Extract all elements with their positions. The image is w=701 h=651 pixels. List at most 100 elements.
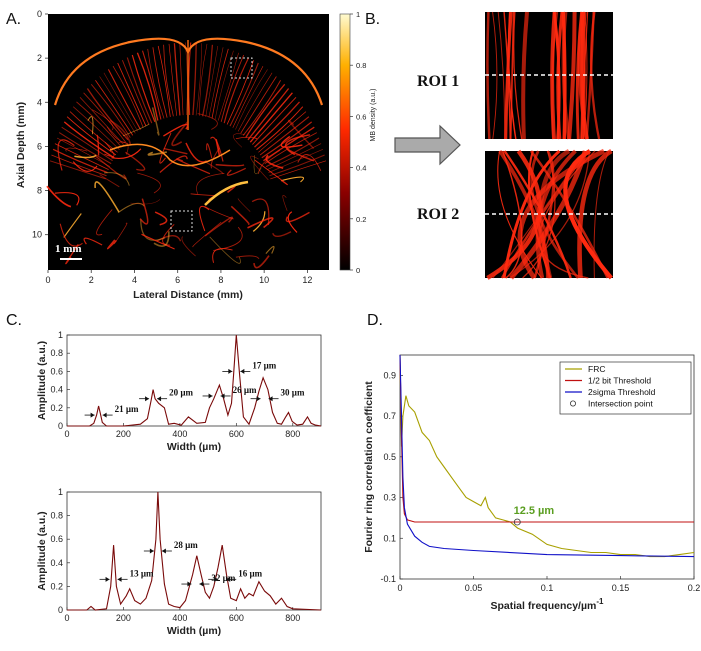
x-axis-label: Width (µm) <box>167 441 221 453</box>
width-annotation: 26 µm <box>233 385 257 395</box>
a-xtick-label: 10 <box>259 275 269 285</box>
frc-y-tick-label: 0.3 <box>383 493 396 503</box>
profile-series-line <box>67 334 322 427</box>
brain-density-map: 1 mm <box>46 14 329 270</box>
frc-legend <box>559 361 692 415</box>
legend-marker <box>570 400 577 407</box>
roi1-zoom-image <box>485 11 613 140</box>
width-arrowhead-left <box>187 581 192 587</box>
a-ytick-label: 4 <box>37 97 42 107</box>
scale-bar-label: 1 mm <box>55 243 82 255</box>
width-arrowhead-left <box>208 393 213 399</box>
a-xtick-label: 2 <box>89 275 94 285</box>
profile-chart-roi2: 0 200 400 600 800 0 0.2 0.4 0.6 0.8 1 Width (µm) Amp… <box>36 487 322 637</box>
legend-entry: 1/2 bit Threshold <box>588 376 651 386</box>
x-tick-label: 200 <box>116 613 131 623</box>
width-arrowhead-right <box>268 396 273 402</box>
y-tick-label: 0.6 <box>50 366 63 376</box>
y-tick-label: 0.2 <box>50 581 63 591</box>
width-annotation: 32 µm <box>211 573 235 583</box>
frc-x-tick-label: 0.15 <box>612 583 630 593</box>
panel-d-label: D. <box>367 312 383 329</box>
y-tick-label: 1 <box>58 487 63 497</box>
frc-chart: 0 0.05 0.1 0.15 0.2 -0.1 0.1 0.3 0.5 0.7 0.9 Spatia… <box>363 354 700 612</box>
two-sigma-threshold-line <box>399 354 695 558</box>
width-arrowhead-right <box>220 393 225 399</box>
width-arrowhead-left <box>149 548 154 554</box>
frc-y-tick-label: 0.7 <box>383 411 396 421</box>
intersection-point-marker <box>513 518 521 526</box>
width-arrowhead-left <box>105 576 110 582</box>
x-tick-label: 600 <box>229 429 244 439</box>
profile-chart-roi1: 0 200 400 600 800 0 0.2 0.4 0.6 0.8 1 Width (µm) Amp… <box>36 330 322 453</box>
colorbar-tick-label: 0.6 <box>356 112 366 121</box>
panel-a-xlabel: Lateral Distance (mm) <box>133 289 243 301</box>
frc-x-tick-label: 0.1 <box>541 583 554 593</box>
legend-entry: FRC <box>588 364 605 374</box>
frc-x-tick-label: 0 <box>397 583 402 593</box>
frc-series-line <box>399 354 695 558</box>
x-tick-label: 800 <box>285 429 300 439</box>
x-tick-label: 600 <box>229 613 244 623</box>
width-arrowhead-left <box>256 396 261 402</box>
x-tick-label: 400 <box>172 613 187 623</box>
width-arrowhead-right <box>117 576 122 582</box>
x-tick-label: 400 <box>172 429 187 439</box>
right-arrow-icon <box>394 124 461 166</box>
width-annotation: 28 µm <box>174 540 198 550</box>
width-annotation: 20 µm <box>169 388 193 398</box>
y-tick-label: 0.6 <box>50 534 63 544</box>
frc-y-tick-label: -0.1 <box>380 574 396 584</box>
y-tick-label: 0 <box>58 421 63 431</box>
width-arrowhead-left <box>214 576 219 582</box>
colorbar-label: MB density (a.u.) <box>370 89 377 142</box>
a-xtick-label: 0 <box>45 275 50 285</box>
y-tick-label: 0.4 <box>50 558 63 568</box>
x-tick-label: 800 <box>285 613 300 623</box>
width-annotation: 13 µm <box>130 568 154 578</box>
y-tick-label: 0 <box>58 605 63 615</box>
plot-area <box>66 334 322 427</box>
panel-a-ylabel: Axial Depth (mm) <box>15 102 27 188</box>
intersection-annotation: 12.5 µm <box>514 505 555 517</box>
colorbar-tick-label: 1 <box>356 10 360 19</box>
width-annotation: 16 µm <box>238 568 262 578</box>
legend-entry: Intersection point <box>588 399 653 409</box>
colorbar-tick-label: 0 <box>356 266 360 275</box>
profile-series-line <box>67 491 322 611</box>
colorbar-tick-label: 0.2 <box>356 215 366 224</box>
frc-y-tick-label: 0.5 <box>383 452 396 462</box>
y-tick-label: 0.2 <box>50 403 63 413</box>
legend-entry: 2sigma Threshold <box>588 387 656 397</box>
width-annotation: 21 µm <box>115 404 139 414</box>
x-tick-label: 0 <box>64 429 69 439</box>
roi2-box <box>170 210 193 232</box>
width-arrowhead-right <box>102 412 107 418</box>
y-axis-label: Amplitude (a.u.) <box>36 341 48 420</box>
y-tick-label: 0.8 <box>50 348 63 358</box>
frc-x-tick-label: 0.05 <box>465 583 483 593</box>
width-arrowhead-right <box>161 548 166 554</box>
a-xtick-label: 12 <box>302 275 312 285</box>
a-xtick-label: 6 <box>175 275 180 285</box>
width-annotation: 30 µm <box>281 388 305 398</box>
panel-c-label: C. <box>6 312 22 329</box>
frc-y-tick-label: 0.1 <box>383 533 396 543</box>
roi2-zoom-image <box>485 148 613 280</box>
colorbar-tick-label: 0.8 <box>356 61 366 70</box>
a-xtick-label: 8 <box>218 275 223 285</box>
width-arrowhead-left <box>90 412 95 418</box>
frc-x-axis-superscript: -1 <box>596 597 604 606</box>
colorbar-tick-label: 0.4 <box>356 164 366 173</box>
plot-area <box>66 491 322 611</box>
a-ytick-label: 10 <box>32 230 42 240</box>
y-tick-label: 0.4 <box>50 385 63 395</box>
width-arrowhead-right <box>226 576 231 582</box>
a-ytick-label: 0 <box>37 9 42 19</box>
a-ytick-label: 6 <box>37 141 42 151</box>
frc-y-axis-label: Fourier ring correlation coefficient <box>363 381 375 553</box>
roi1-box <box>230 57 253 79</box>
width-arrowhead-left <box>145 396 150 402</box>
colorbar <box>339 13 351 271</box>
